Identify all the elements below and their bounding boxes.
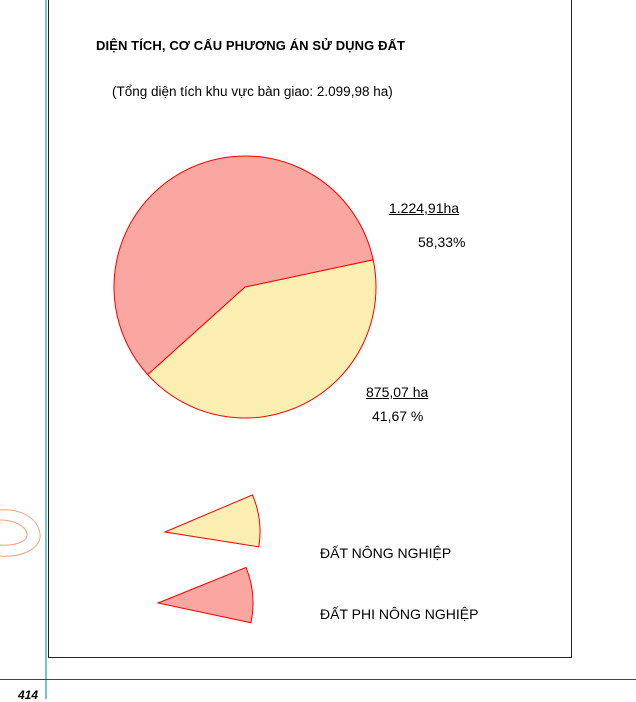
legend-swatch-nong-nghiep bbox=[163, 494, 261, 548]
chart-subtitle: (Tổng diện tích khu vực bàn giao: 2.099,… bbox=[112, 84, 393, 99]
pie-slice-phi-nong-nghiep bbox=[113, 155, 374, 376]
page-number: 414 bbox=[18, 688, 39, 702]
pie-slice-nong-nghiep bbox=[146, 259, 377, 419]
page-margin-line bbox=[45, 0, 47, 699]
left-decoration bbox=[0, 509, 41, 557]
slice-value-label-nong-nghiep: 875,07 ha bbox=[366, 384, 429, 400]
page-frame bbox=[48, 0, 572, 658]
legend-label-nong-nghiep: ĐẤT NÔNG NGHIỆP bbox=[320, 545, 452, 561]
chart-title: DIỆN TÍCH, CƠ CẤU PHƯƠNG ÁN SỬ DỤNG ĐẤT bbox=[96, 38, 406, 53]
legend-label-phi-nong-nghiep: ĐẤT PHI NÔNG NGHIỆP bbox=[320, 606, 479, 622]
slice-percent-label-nong-nghiep: 41,67 % bbox=[372, 408, 424, 424]
slice-percent-label-phi-nong-nghiep: 58,33% bbox=[418, 234, 466, 250]
slice-value-label-phi-nong-nghiep: 1.224,91ha bbox=[389, 200, 460, 216]
bottom-rule bbox=[0, 679, 636, 680]
legend-swatch-phi-nong-nghiep bbox=[156, 566, 254, 624]
